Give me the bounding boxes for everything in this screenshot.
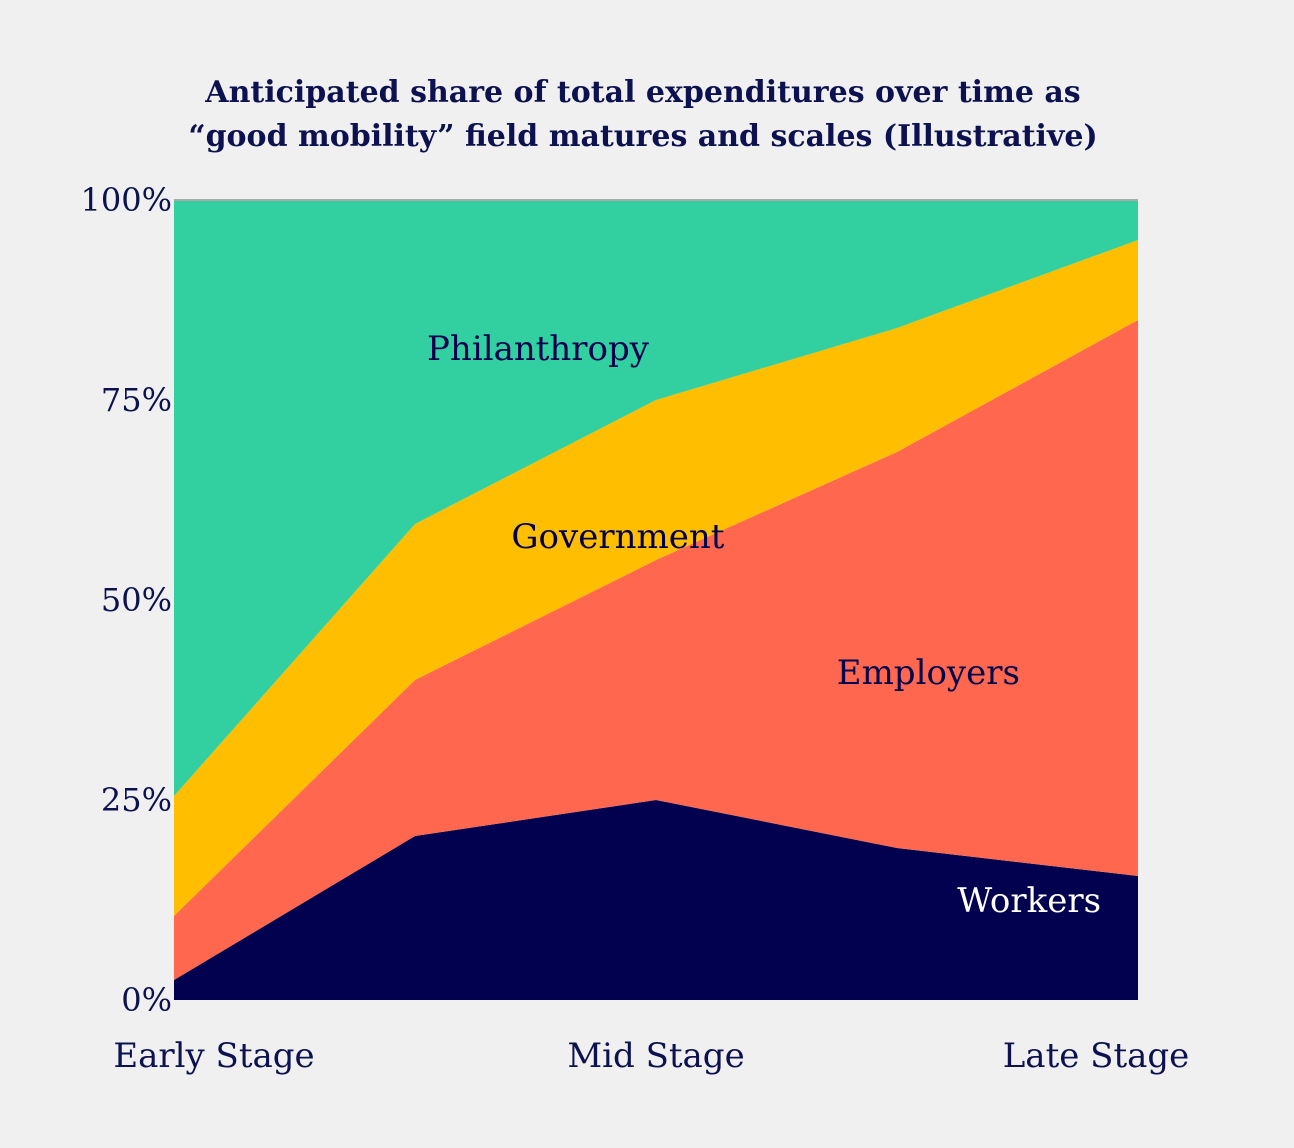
x-category-label: Early Stage xyxy=(113,1036,314,1076)
area-label-employers: Employers xyxy=(837,653,1020,693)
y-tick-label: 100% xyxy=(81,181,172,219)
area-label-government: Government xyxy=(511,517,724,557)
y-axis-ticks: 0% 25% 50% 75% 100% xyxy=(81,181,172,1019)
area-label-workers: Workers xyxy=(957,881,1101,921)
chart-title-line-2: “good mobility” field matures and scales… xyxy=(188,119,1097,154)
x-axis-categories: Early Stage Mid Stage Late Stage xyxy=(113,1036,1189,1076)
area-workers xyxy=(174,800,1138,1000)
y-tick-label: 25% xyxy=(101,781,172,819)
y-tick-label: 50% xyxy=(101,581,172,619)
x-category-label: Late Stage xyxy=(1003,1036,1190,1076)
y-tick-label: 75% xyxy=(101,381,172,419)
chart-title-line-1: Anticipated share of total expenditures … xyxy=(204,75,1080,110)
area-government xyxy=(174,240,1138,916)
area-employers xyxy=(174,320,1138,980)
y-tick-label: 0% xyxy=(121,981,172,1019)
area-label-philanthropy: Philanthropy xyxy=(427,329,650,369)
x-category-label: Mid Stage xyxy=(567,1036,744,1076)
area-philanthropy xyxy=(174,200,1138,796)
area-labels: Workers Employers Government Philanthropy xyxy=(427,329,1101,921)
area-series-group xyxy=(174,200,1138,1000)
